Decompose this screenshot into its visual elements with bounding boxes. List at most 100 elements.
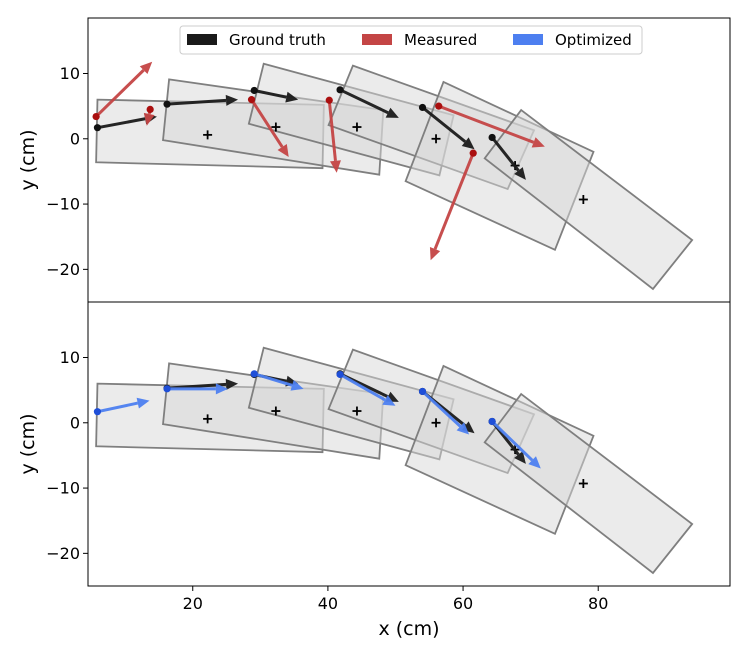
legend-swatch-ground-truth [187,34,217,45]
bottom-y-tick-label-4: −20 [46,544,80,563]
top-ground-truth-arrow-5-origin-dot [418,103,427,112]
top-ground-truth-arrow-6-head [514,167,526,180]
top-y-tick-label-4: −20 [46,260,80,279]
top-box-center-2 [271,122,281,132]
bottom-optimized-arrow-3-shaft [253,372,293,387]
bottom-optimized-arrow-4-shaft [339,373,386,402]
top-measured-arrow-6-origin-dot [469,149,477,157]
bottom-optimized-arrow-6-head [528,456,541,469]
bottom-optimized-arrow-6 [488,417,541,469]
bottom-optimized-arrow-4-origin-dot [336,370,344,379]
bottom-optimized-arrow-3-origin-dot [250,370,258,378]
bottom-optimized-arrow-2-origin-dot [163,385,171,393]
bottom-optimized-arrow-4-head [382,395,396,406]
top-ground-truth-arrow-3 [250,86,299,103]
top-y-tick-label-1: 10 [60,64,80,83]
top-ground-truth-arrow-5 [418,103,475,150]
bottom-optimized-arrow-3 [250,370,304,391]
legend-swatch-optimized [513,34,543,45]
top-ground-truth-arrow-2-shaft [166,98,227,106]
top-measured-arrow-6-head [429,247,441,261]
legend-swatch-measured [362,34,392,45]
bottom-y-axis-label: y (cm) [17,413,39,474]
legend-label-optimized: Optimized [555,31,632,49]
top-measured-arrow-3-origin-dot [247,96,256,104]
bottom-optimized-arrow-1-shaft [97,401,139,414]
top-ground-truth-arrow-3-head [285,91,299,103]
bottom-optimized-arrow-1-origin-dot [93,408,102,416]
bottom-box-center-2 [271,406,281,416]
top-ground-truth-arrow-1-origin-dot [93,124,102,132]
top-ground-truth-arrow-6-shaft [490,136,520,172]
bottom-optimized-arrow-1-head [136,397,150,409]
top-ground-truth-arrow-6 [488,133,526,180]
top-measured-arrow-6-shaft [433,152,475,250]
bottom-y-tick-label-3: −10 [46,479,80,498]
top-measured-arrow-3-head [277,144,289,158]
x-axis-label: x (cm) [378,618,439,640]
bottom-optimized-arrow-4 [336,370,396,406]
top-ground-truth-arrow-5-shaft [421,106,467,143]
top-measured-arrow-5 [435,102,545,148]
top-ground-truth-arrow-2-head [225,94,239,106]
top-measured-arrow-1 [92,61,153,121]
bottom-optimized-arrow-1 [93,397,150,416]
bottom-ground-truth-arrow-1-head [225,378,239,390]
top-measured-arrow-4-shaft [327,100,337,161]
top-y-tick-label-3: −10 [46,195,80,214]
top-ground-truth-arrow-4 [336,86,399,118]
top-ground-truth-arrow-4-shaft [339,88,389,115]
bottom-box-center-1 [203,414,213,424]
top-ground-truth-arrow-2-origin-dot [163,100,171,108]
top-ground-truth-arrow-1-shaft [97,117,146,130]
top-measured-arrow-4 [325,96,341,173]
bottom-optimized-arrow-5-shaft [421,390,462,428]
bottom-optimized-arrow-5 [418,387,470,435]
x-tick-label-2: 40 [318,594,338,613]
legend-label-measured: Measured [404,31,477,49]
bottom-optimized-arrow-6-origin-dot [488,417,496,426]
top-y-axis-label: y (cm) [17,129,39,190]
bottom-y-tick-label-1: 10 [60,348,80,367]
top-measured-arrow-4-origin-dot [325,96,333,104]
top-y-tick-label-2: 0 [70,129,80,148]
top-measured-arrow-3-shaft [250,98,284,148]
top-measured-arrow-1-shaft [95,69,145,118]
top-measured-arrow-2-head [143,112,155,126]
top-measured-arrow-1-head [139,61,153,75]
top-measured-arrow-2 [143,105,155,126]
bottom-optimized-arrow-5-origin-dot [418,387,427,396]
bottom-optimized-arrow-5-head [456,422,470,435]
bottom-ground-truth-arrow-5-head [514,451,526,464]
bottom-optimized-arrow-2-head [215,383,228,395]
bottom-panel: 10 0 −10 −20 20 40 60 80 y (cm) x (cm) [17,301,731,640]
bottom-box-center-3 [352,406,362,416]
top-ground-truth-arrow-3-shaft [253,89,287,99]
x-tick-label-3: 60 [453,594,473,613]
top-ground-truth-arrow-4-head [385,107,399,118]
top-box-center-4 [431,134,441,144]
bottom-optimized-arrow-2 [163,383,228,395]
bottom-optimized-arrow-3-head [290,380,304,391]
top-ground-truth-arrow-5-head [461,137,475,150]
top-measured-arrow-5-head [531,137,545,148]
top-measured-arrow-6 [429,149,477,261]
top-measured-arrow-4-head [329,160,341,173]
top-ground-truth-arrow-3-origin-dot [250,86,258,95]
top-ground-truth-arrow-6-origin-dot [488,133,496,142]
top-ground-truth-arrow-4-origin-dot [336,86,344,94]
bottom-y-tick-label-2: 0 [70,413,80,432]
x-tick-label-1: 20 [183,594,203,613]
x-tick-label-4: 80 [588,594,608,613]
top-measured-arrow-1-origin-dot [92,112,100,121]
legend: Ground truth Measured Optimized [179,25,643,55]
legend-frame [179,25,643,55]
top-box-center-1 [203,130,213,140]
bottom-box-center-4 [431,418,441,428]
top-measured-arrow-5-origin-dot [435,102,443,110]
top-measured-arrow-5-shaft [438,104,535,144]
bottom-optimized-arrow-6-shaft [491,420,534,462]
top-box-center-6 [578,194,588,204]
top-box-center-3 [352,122,362,132]
bottom-box-center-6 [578,478,588,488]
